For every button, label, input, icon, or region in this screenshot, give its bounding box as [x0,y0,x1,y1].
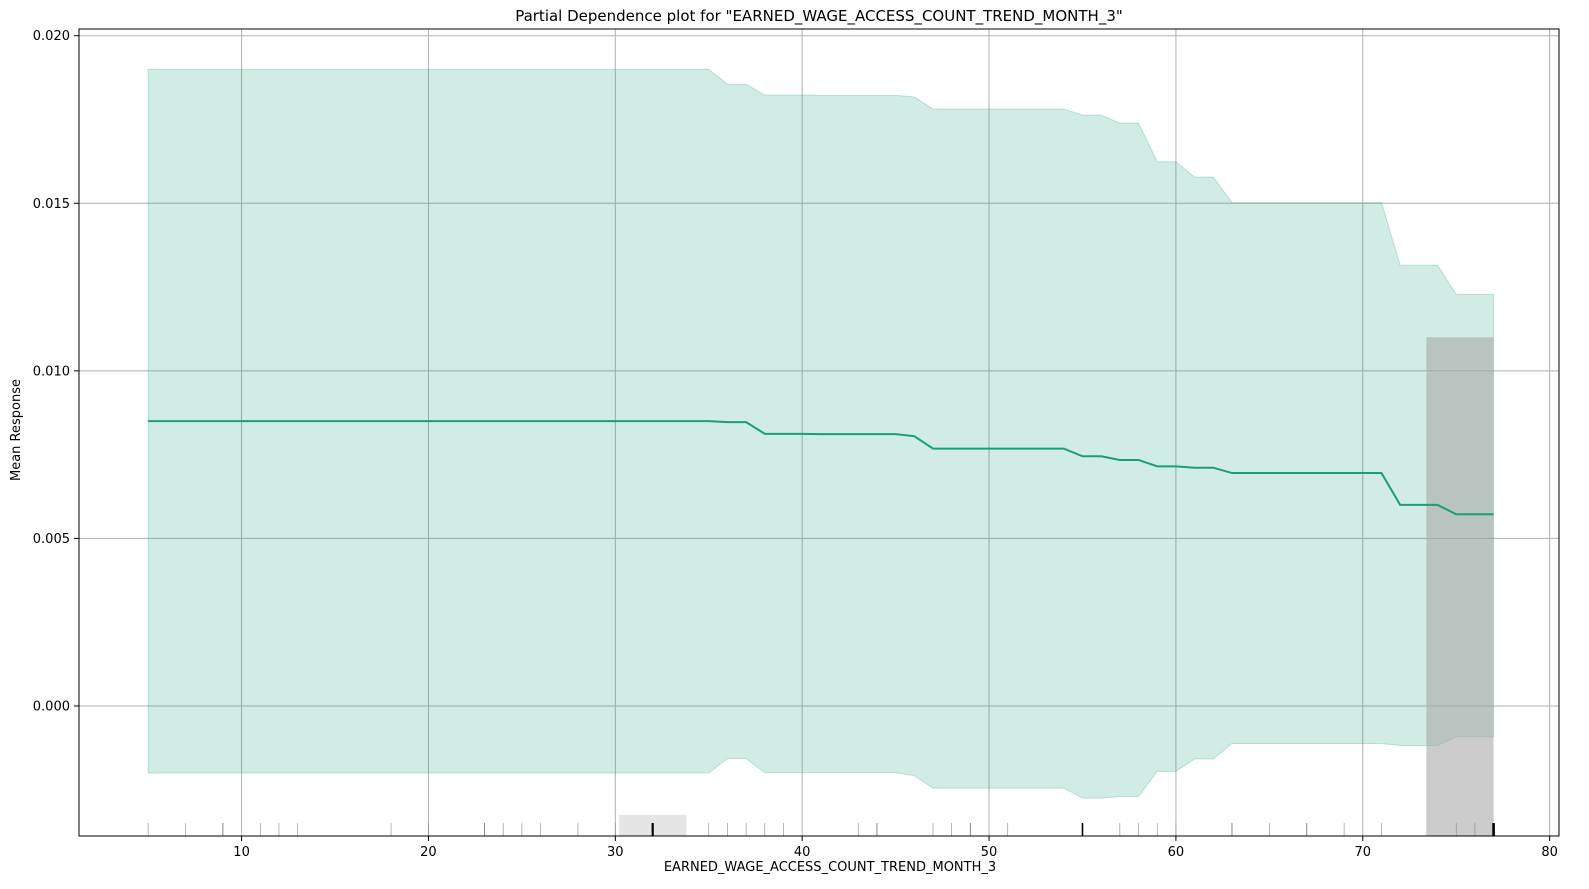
x-tick-label: 10 [233,845,250,860]
x-tick-label: 40 [794,845,811,860]
x-tick-label: 60 [1168,845,1185,860]
y-tick-label: 0.015 [33,197,70,212]
x-tick-label: 70 [1355,845,1372,860]
x-tick-label: 30 [607,845,624,860]
grid-lines [79,29,1559,836]
mean-response-line [148,420,1494,516]
y-axis-ticks: 0.000 0.005 0.010 0.015 0.020 [33,29,79,714]
mean-response-polyline [148,420,1494,516]
y-tick-label: 0.010 [33,364,70,379]
x-axis-label: EARNED_WAGE_ACCESS_COUNT_TREND_MONTH_3 [664,860,996,875]
rug-ticks [147,823,1495,836]
histogram-bar [1426,337,1494,836]
y-tick-label: 0.005 [33,532,70,547]
histogram [619,337,1494,836]
x-axis-ticks: 10 20 30 40 50 60 70 80 [233,836,1558,860]
x-tick-label: 80 [1541,845,1558,860]
y-axis-label: Mean Response [9,379,24,481]
plot-frame [78,28,1560,837]
x-tick-label: 20 [420,845,437,860]
chart-title: Partial Dependence plot for "EARNED_WAGE… [515,7,1123,26]
x-tick-label: 50 [981,845,998,860]
y-tick-label: 0.020 [33,29,70,44]
y-tick-label: 0.000 [33,699,70,714]
